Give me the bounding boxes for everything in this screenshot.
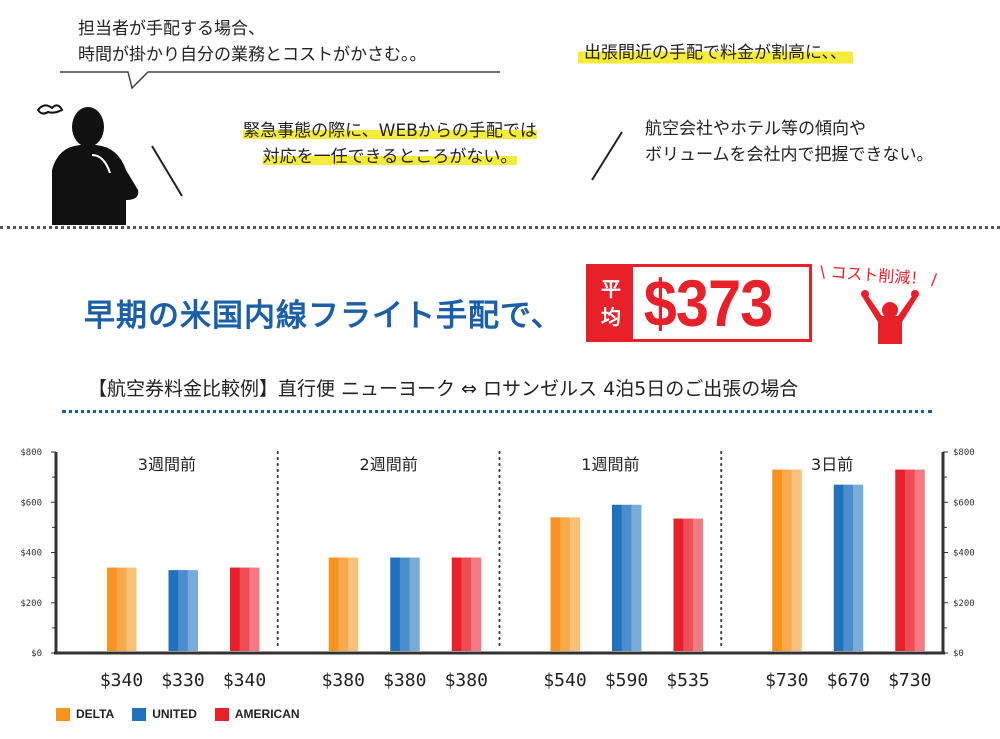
bar-delta	[791, 469, 802, 651]
bar-united	[612, 504, 623, 651]
bar-delta	[569, 517, 580, 651]
bar-united	[409, 557, 420, 651]
bar-value-label: $535	[666, 670, 709, 691]
bar-value-label: $340	[100, 670, 143, 691]
bar-american	[895, 469, 906, 651]
chart-subtitle: 【航空券料金比較例】直行便 ニューヨーク ⇔ ロサンゼルス 4泊5日のご出張の場…	[88, 378, 799, 400]
group-label: 3日前	[811, 455, 853, 474]
y-tick-label-left: $600	[20, 498, 42, 508]
bar-american	[914, 469, 925, 651]
bar-value-label: $670	[827, 670, 870, 691]
bar-united	[631, 504, 642, 651]
average-badge: 平均 $373	[586, 264, 812, 342]
bar-delta	[781, 469, 793, 651]
divider	[0, 226, 1000, 229]
y-tick-label-right: $0	[953, 649, 964, 659]
bar-value-label: $730	[888, 670, 931, 691]
bar-value-label: $380	[383, 670, 426, 691]
y-tick-label-left: $800	[20, 448, 42, 458]
bar-american	[461, 557, 472, 651]
complaint-volume-1: 航空会社やホテル等の傾向や	[645, 119, 866, 139]
bar-united	[621, 504, 632, 651]
bar-value-label: $380	[445, 670, 488, 691]
bar-value-label: $340	[223, 670, 266, 691]
badge-label-1: 平	[601, 277, 621, 301]
bar-value-label: $590	[605, 670, 648, 691]
y-tick-label-right: $600	[953, 498, 975, 508]
speech-bubble-tail	[60, 71, 500, 90]
cheering-person-icon	[861, 290, 919, 344]
bar-value-label: $330	[161, 670, 204, 691]
bar-delta	[560, 517, 571, 651]
complaint-volume-2: ボリュームを会社内で把握できない。	[645, 145, 934, 165]
bar-american	[904, 469, 916, 651]
cost-cut-label: \ コスト削減！ /	[819, 261, 938, 290]
bar-value-label: $540	[543, 670, 586, 691]
bar-delta	[107, 567, 118, 651]
bar-delta	[772, 469, 783, 651]
bar-united	[168, 570, 179, 651]
average-price: $373	[643, 266, 773, 340]
bar-united	[390, 557, 401, 651]
badge-label-2: 均	[601, 305, 621, 329]
bar-delta	[338, 557, 349, 651]
slash-right	[591, 131, 623, 181]
bar-delta	[550, 517, 561, 651]
bar-united	[178, 570, 189, 651]
slash-left	[151, 145, 183, 197]
bar-american	[230, 567, 241, 651]
bar-delta	[126, 567, 137, 651]
y-tick-label-left: $0	[31, 649, 42, 659]
bar-american	[239, 567, 250, 651]
speech-line-2: 時間が掛かり自分の業務とコストがかさむ。。	[78, 45, 427, 65]
bar-american	[683, 518, 694, 651]
headline: 早期の米国内線フライト手配で、	[84, 298, 563, 334]
group-label: 3週間前	[138, 455, 196, 474]
bar-american	[451, 557, 462, 651]
subtitle-underline	[62, 410, 932, 413]
group-label: 2週間前	[360, 455, 418, 474]
bar-delta	[348, 557, 359, 651]
legend: DELTA UNITED AMERICAN	[56, 707, 300, 721]
y-tick-label-right: $400	[953, 549, 975, 559]
bar-united	[853, 484, 864, 651]
complaint-emergency-2: 対応を一任できるところがない。	[262, 147, 518, 167]
y-tick-label-left: $200	[20, 599, 42, 609]
bar-american	[249, 567, 260, 651]
bar-delta	[116, 567, 127, 651]
bar-value-label: $380	[322, 670, 365, 691]
bar-united	[187, 570, 198, 651]
legend-delta: DELTA	[56, 707, 114, 721]
bar-united	[399, 557, 411, 651]
legend-united: UNITED	[132, 707, 197, 721]
bar-american	[673, 518, 684, 651]
bar-united	[843, 484, 854, 651]
bar-value-label: $730	[765, 670, 808, 691]
y-tick-label-left: $400	[20, 549, 42, 559]
bar-american	[471, 557, 482, 651]
legend-american: AMERICAN	[214, 707, 300, 721]
worried-person-icon	[36, 104, 139, 225]
bar-american	[692, 518, 703, 651]
fare-bar-chart: $0 $0 $200 $200 $400 $400 $600 $600 $800 $800 3週間前…	[20, 448, 975, 691]
cost-cut-text: コスト削減！	[829, 262, 927, 289]
bar-united	[833, 484, 844, 651]
complaint-price: 出張間近の手配で料金が割高に、、	[578, 40, 853, 66]
complaint-emergency-1: 緊急事態の際に、WEBからの手配では	[243, 121, 537, 141]
bar-delta	[328, 557, 339, 651]
y-tick-label-right: $200	[953, 599, 975, 609]
speech-line-1: 担当者が手配する場合、	[78, 19, 265, 39]
group-label: 1週間前	[581, 455, 639, 474]
y-tick-label-right: $800	[953, 448, 975, 458]
